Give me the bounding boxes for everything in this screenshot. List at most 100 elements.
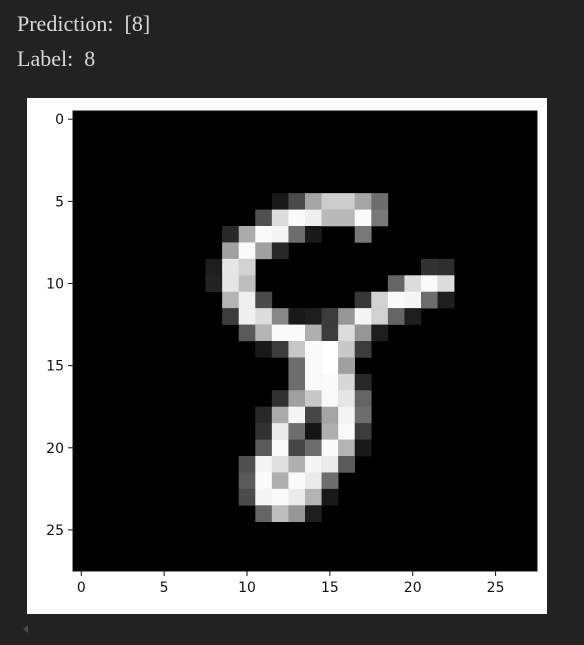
pixel — [305, 406, 322, 424]
pixel — [271, 226, 289, 243]
pixel — [421, 291, 438, 309]
pixel — [255, 423, 273, 440]
pixel — [255, 341, 273, 358]
axes-frame — [72, 110, 538, 572]
pixel — [354, 226, 372, 243]
prediction-value: [8] — [124, 11, 151, 36]
pixel — [288, 505, 306, 523]
pixel — [271, 308, 289, 325]
pixel — [271, 193, 289, 210]
pixel — [371, 291, 389, 309]
pixel — [354, 291, 372, 309]
pixel — [321, 308, 339, 325]
pixel — [305, 439, 322, 457]
pixel — [238, 324, 256, 342]
pixel — [321, 357, 339, 375]
pixel — [255, 291, 273, 309]
pixel — [354, 209, 372, 227]
pixel — [338, 209, 356, 227]
pixel — [288, 456, 306, 473]
pixel — [271, 456, 289, 473]
pixel — [288, 357, 306, 375]
pixel — [271, 341, 289, 358]
pixel — [271, 439, 289, 457]
pixel — [305, 324, 322, 342]
pixel — [288, 390, 306, 408]
pixel — [305, 488, 322, 506]
pixel — [271, 472, 289, 490]
pixel — [338, 423, 356, 440]
pixel — [338, 308, 356, 325]
x-tick-label: 0 — [77, 580, 86, 596]
pixel — [205, 258, 223, 276]
pixel — [321, 488, 339, 506]
pixel — [305, 193, 322, 210]
pixel — [255, 324, 273, 342]
pixel — [371, 193, 389, 210]
pixel — [238, 488, 256, 506]
pixel — [222, 291, 240, 309]
pixel — [255, 226, 273, 243]
pixel — [238, 275, 256, 293]
pixel — [255, 242, 273, 260]
pixel — [421, 258, 438, 276]
pixel — [371, 308, 389, 325]
pixel — [288, 226, 306, 243]
pixel — [255, 456, 273, 473]
pixel — [288, 324, 306, 342]
pixel — [288, 423, 306, 440]
pixel — [288, 406, 306, 424]
pixel — [338, 341, 356, 358]
pixel — [288, 488, 306, 506]
pixel — [305, 423, 322, 440]
pixel — [338, 193, 356, 210]
pixel-layer — [73, 111, 537, 571]
prediction-line: Prediction: [8] — [17, 11, 150, 37]
pixel — [387, 291, 405, 309]
pixel — [371, 324, 389, 342]
pixel — [321, 406, 339, 424]
pixel — [354, 193, 372, 210]
pixel — [305, 456, 322, 473]
pixel — [222, 308, 240, 325]
x-tick-label: 5 — [160, 580, 169, 596]
pixel — [238, 242, 256, 260]
pixel — [404, 275, 422, 293]
pixel — [321, 439, 339, 457]
pixel — [354, 439, 372, 457]
pixel — [321, 324, 339, 342]
x-tick-label: 15 — [321, 580, 339, 596]
pixel — [338, 390, 356, 408]
pixel — [222, 242, 240, 260]
pixel — [255, 505, 273, 523]
label-label: Label: — [17, 46, 74, 71]
pixel — [238, 456, 256, 473]
pixel — [354, 406, 372, 424]
pixel — [338, 373, 356, 391]
y-tick-label: 10 — [46, 277, 64, 293]
pixel — [387, 308, 405, 325]
pixel — [305, 341, 322, 358]
pixel — [371, 209, 389, 227]
pixel — [305, 226, 322, 243]
pixel — [321, 456, 339, 473]
pixel — [271, 406, 289, 424]
pixel — [255, 488, 273, 506]
pixel — [271, 242, 289, 260]
pixel — [271, 209, 289, 227]
pixel — [338, 324, 356, 342]
pixel — [271, 324, 289, 342]
pixel — [321, 341, 339, 358]
pixel — [238, 226, 256, 243]
pixel — [238, 258, 256, 276]
pixel — [321, 472, 339, 490]
pixel — [271, 423, 289, 440]
pixel — [288, 209, 306, 227]
y-tick-label: 0 — [55, 112, 64, 128]
scroll-left-icon[interactable] — [23, 625, 28, 633]
pixel — [238, 291, 256, 309]
pixel — [437, 291, 455, 309]
pixel — [421, 275, 438, 293]
pixel — [404, 291, 422, 309]
label-line: Label: 8 — [17, 46, 95, 72]
